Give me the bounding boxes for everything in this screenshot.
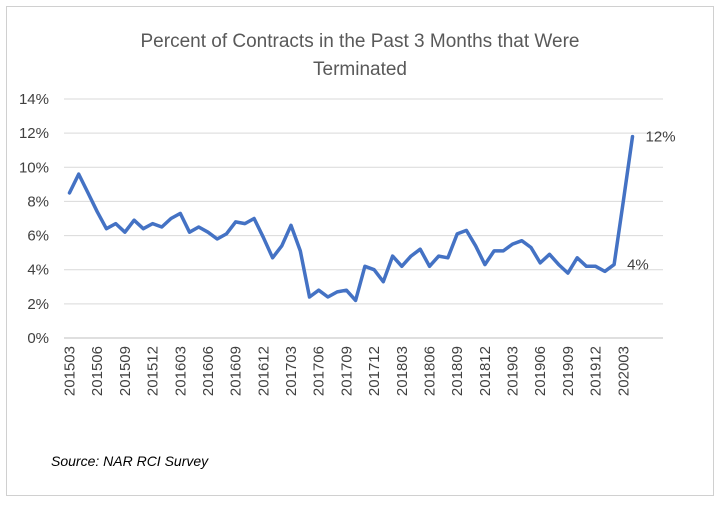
source-note: Source: NAR RCI Survey [51, 453, 209, 469]
series-line [67, 134, 635, 303]
x-axis-ticks: 201503 201506 201509 201512 201603 201606 2016… [62, 346, 633, 396]
data-label: 12% [646, 129, 676, 146]
x-tick-label: 201803 [394, 346, 411, 396]
y-tick-label: 2% [27, 296, 49, 313]
x-tick-label: 201703 [283, 346, 300, 396]
x-tick-label: 201903 [505, 346, 522, 396]
x-tick-label: 201812 [477, 346, 494, 396]
y-tick-label: 8% [27, 193, 49, 210]
x-tick-label: 201603 [172, 346, 189, 396]
series-terminated-contracts [67, 134, 635, 303]
y-tick-label: 0% [27, 330, 49, 347]
y-tick-label: 12% [19, 125, 49, 142]
x-tick-label: 201809 [449, 346, 466, 396]
x-tick-label: 201712 [366, 346, 383, 396]
x-tick-label: 202003 [615, 346, 632, 396]
x-tick-label: 201906 [532, 346, 549, 396]
data-label: 4% [627, 257, 649, 274]
x-tick-label: 201909 [560, 346, 577, 396]
x-tick-label: 201912 [588, 346, 605, 396]
x-tick-label: 201512 [145, 346, 162, 396]
gridlines [64, 98, 663, 339]
x-tick-label: 201612 [255, 346, 272, 396]
chart-title-line-1: Percent of Contracts in the Past 3 Month… [141, 31, 580, 52]
line-chart: Percent of Contracts in the Past 3 Month… [19, 31, 676, 396]
y-tick-label: 10% [19, 159, 49, 176]
x-tick-label: 201806 [421, 346, 438, 396]
x-tick-label: 201709 [338, 346, 355, 396]
y-tick-label: 14% [19, 91, 49, 108]
y-tick-label: 4% [27, 262, 49, 279]
data-labels: 4% 12% [627, 129, 675, 274]
x-tick-label: 201706 [311, 346, 328, 396]
x-tick-label: 201609 [228, 346, 245, 396]
chart-title-line-2: Terminated [313, 59, 407, 80]
x-tick-label: 201503 [62, 346, 79, 396]
x-tick-label: 201506 [89, 346, 106, 396]
y-tick-label: 6% [27, 228, 49, 245]
y-axis-ticks: 0% 2% 4% 6% 8% 10% 12% 14% [19, 91, 49, 347]
chart-frame: Percent of Contracts in the Past 3 Month… [6, 6, 714, 496]
x-tick-label: 201606 [200, 346, 217, 396]
x-tick-label: 201509 [117, 346, 134, 396]
